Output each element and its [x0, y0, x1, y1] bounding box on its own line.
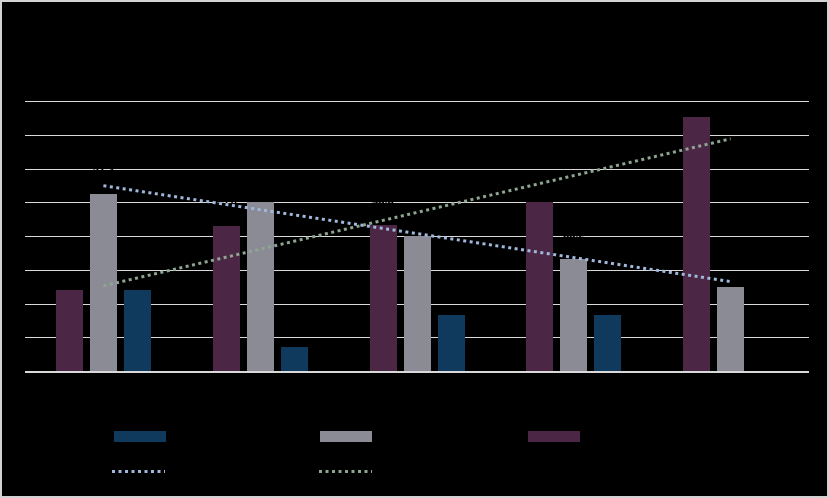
- bar-value-label: 43.3: [372, 194, 394, 207]
- bar-value-label: 50.1: [529, 171, 551, 184]
- bar-value-label: 24.9: [719, 256, 742, 269]
- legend-swatch-plum: [528, 431, 580, 442]
- legend-line-green-dotted: [319, 470, 372, 473]
- bar-plum-bars: [683, 116, 711, 371]
- bar-value-label: 24.0: [58, 260, 81, 272]
- bar-value-label: 16.6: [440, 284, 462, 297]
- legend-line-blue-dotted: [112, 470, 165, 473]
- bar-value-label: 33.2: [563, 228, 585, 241]
- bar-value-label: 40.0: [406, 206, 428, 218]
- bar-plum-bars: [212, 225, 240, 371]
- bar-gray-bars: [246, 201, 274, 371]
- legend-swatch-navy: [114, 431, 166, 442]
- gridline: [25, 101, 809, 102]
- bar-value-label: 43.0: [215, 195, 237, 208]
- bar-navy-bars: [280, 347, 308, 371]
- bar-gray-bars: [89, 194, 117, 371]
- bar-navy-bars: [594, 314, 622, 371]
- bar-value-label: 52.3: [92, 164, 115, 177]
- bar-plum-bars: [369, 224, 397, 371]
- bar-gray-bars: [717, 286, 745, 371]
- bar-value-label: 7.1: [286, 317, 302, 330]
- bar-value-label: 24.0: [126, 260, 149, 272]
- bar-plum-bars: [55, 290, 83, 371]
- bar-value-label: 50.1: [249, 171, 271, 184]
- bar-gray-bars: [560, 258, 588, 371]
- gridline: [25, 134, 809, 136]
- legend-swatch-gray: [320, 431, 372, 442]
- bar-gray-bars: [403, 236, 431, 371]
- bar-navy-bars: [123, 290, 151, 371]
- bar-plum-bars: [526, 201, 554, 371]
- bar-value-label: 75.3: [685, 86, 708, 99]
- bar-value-label: 16.6: [597, 284, 619, 297]
- x-axis-line: [25, 371, 809, 373]
- bar-navy-bars: [437, 314, 465, 371]
